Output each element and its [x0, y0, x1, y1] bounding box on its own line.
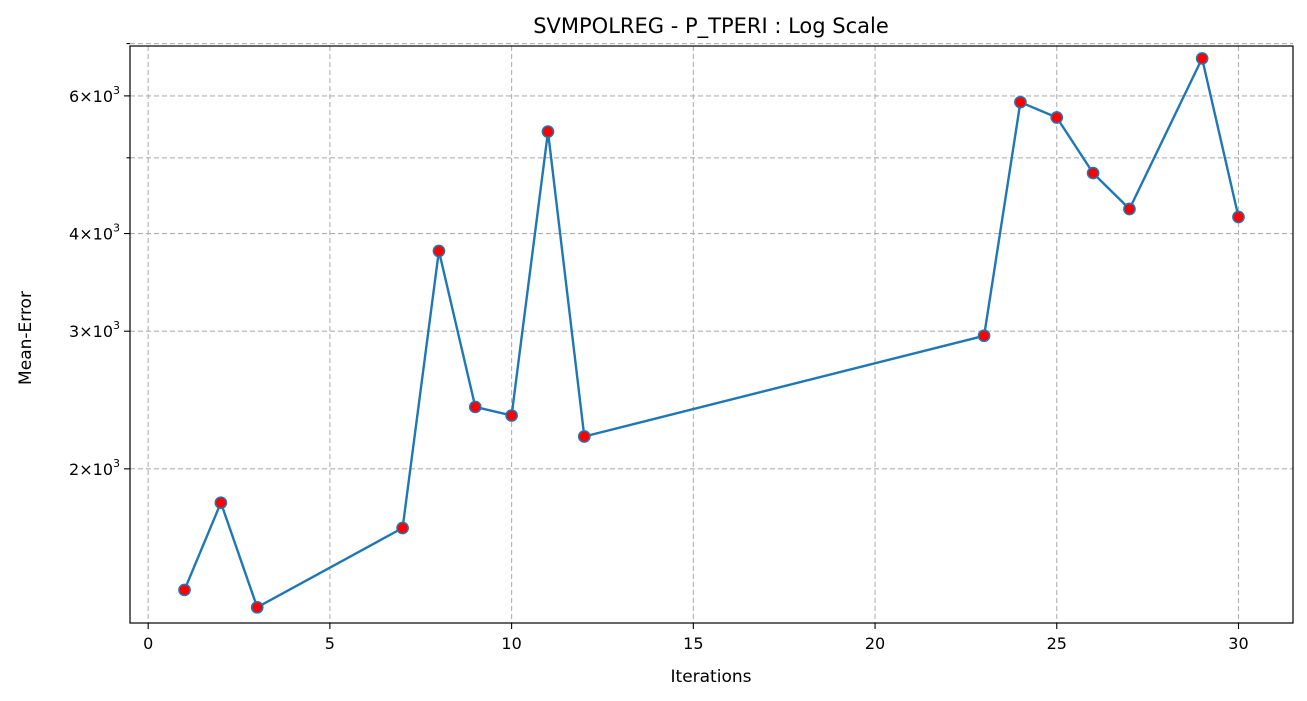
- data-point: [505, 409, 518, 422]
- x-tick-label: 15: [683, 634, 703, 653]
- data-point: [541, 125, 555, 139]
- x-tick-label: 5: [325, 634, 335, 653]
- y-tick-label: 3×103: [69, 319, 120, 341]
- data-point: [1123, 202, 1136, 216]
- series-group: [178, 52, 1245, 614]
- x-tick-label: 30: [1228, 634, 1248, 653]
- x-tick-label: 10: [501, 634, 521, 653]
- data-point: [1014, 95, 1027, 109]
- data-point: [432, 244, 446, 258]
- y-axis-label: Mean-Error: [16, 291, 36, 385]
- chart-title: SVMPOLREG - P_TPERI : Log Scale: [533, 14, 889, 39]
- data-point: [977, 329, 991, 343]
- data-point: [1195, 52, 1209, 65]
- x-axis-label: Iterations: [671, 667, 752, 687]
- axis-ticks: 0 5 10 15 20 25 30 2×103 3×103 4×103 6×103: [69, 43, 1249, 653]
- data-point: [396, 521, 409, 535]
- x-tick-label: 25: [1047, 634, 1067, 653]
- grid: [130, 43, 1293, 623]
- data-point: [1232, 210, 1245, 224]
- series-line: [183, 57, 1240, 609]
- data-point: [178, 583, 191, 597]
- data-point: [577, 430, 591, 443]
- data-point: [1086, 166, 1100, 180]
- data-point: [468, 400, 482, 414]
- x-tick-label: 20: [865, 634, 885, 653]
- plot-area: [129, 45, 1294, 624]
- x-tick-label: 0: [143, 634, 153, 653]
- data-point: [214, 496, 228, 510]
- y-tick-label: 2×103: [69, 457, 120, 479]
- y-tick-label: 4×103: [69, 222, 120, 244]
- data-point: [250, 600, 264, 614]
- data-point: [1050, 111, 1064, 124]
- y-tick-label: 6×103: [69, 84, 120, 106]
